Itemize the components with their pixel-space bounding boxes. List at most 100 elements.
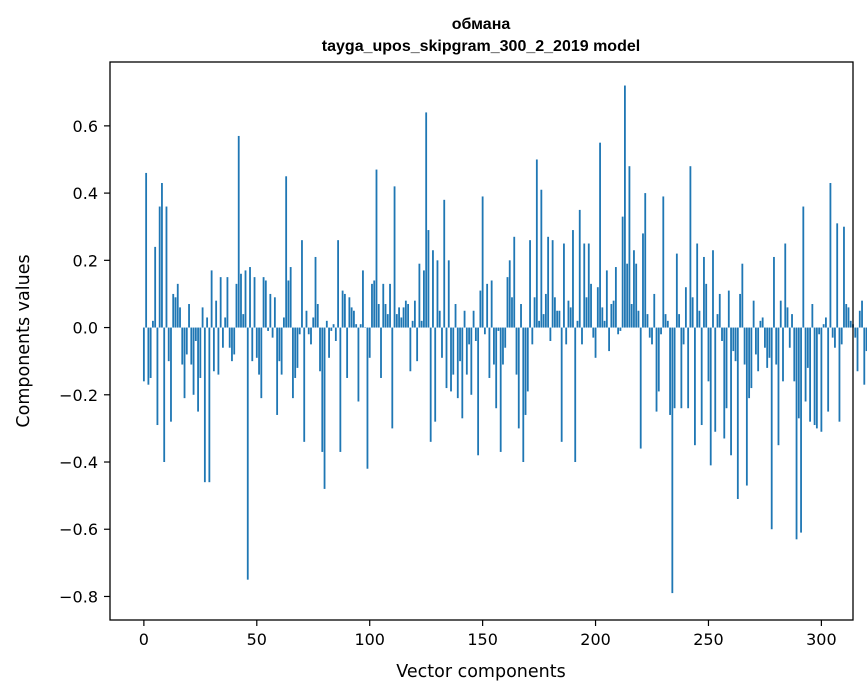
bar: [698, 310, 701, 328]
bar: [522, 327, 525, 463]
bar: [483, 327, 486, 335]
bar: [305, 310, 308, 328]
bar: [176, 283, 179, 328]
bar: [531, 327, 534, 345]
bar: [745, 327, 748, 486]
bar: [244, 270, 247, 328]
bar: [506, 277, 509, 328]
bar: [269, 293, 272, 328]
bar: [517, 327, 520, 429]
bar: [732, 327, 735, 352]
bar: [533, 297, 536, 328]
bar: [820, 327, 823, 432]
bar: [427, 230, 430, 328]
bar: [777, 327, 780, 446]
bar: [307, 327, 310, 335]
bar: [782, 327, 784, 382]
bar: [163, 327, 166, 463]
bar: [741, 263, 744, 328]
bar: [215, 300, 218, 328]
bar: [608, 327, 610, 352]
bar: [768, 327, 771, 358]
bar: [578, 209, 581, 328]
bar: [380, 327, 382, 378]
bar: [418, 263, 421, 328]
bar: [700, 327, 703, 426]
bar: [147, 327, 150, 385]
x-tick-label: 300: [806, 630, 837, 649]
bar: [197, 327, 199, 412]
bar: [400, 317, 403, 328]
bar: [350, 307, 353, 328]
bar: [551, 240, 554, 328]
bar: [429, 327, 432, 442]
bar: [558, 310, 561, 328]
bar: [409, 327, 412, 372]
bar: [152, 320, 154, 328]
bar: [806, 327, 809, 368]
bar: [411, 320, 414, 328]
bar: [454, 304, 457, 328]
x-axis-label: Vector components: [396, 662, 565, 682]
bar: [185, 327, 188, 355]
bar: [581, 327, 583, 345]
bar: [775, 327, 778, 365]
bar: [145, 172, 148, 328]
bar: [610, 304, 613, 328]
bar: [669, 327, 671, 415]
bar: [208, 327, 211, 483]
bar: [784, 243, 787, 328]
bar: [292, 327, 294, 399]
bar: [222, 327, 224, 348]
bar: [648, 327, 651, 338]
bar: [754, 327, 757, 355]
bar: [495, 327, 498, 409]
bar: [203, 327, 206, 483]
bar: [635, 263, 638, 328]
x-axis-ticks: 0 50 100 150 200 250 300: [139, 620, 837, 649]
y-axis-label: Components values: [14, 254, 34, 427]
bar: [515, 327, 518, 375]
bar: [343, 293, 346, 328]
bar: [233, 327, 236, 355]
bar: [642, 233, 644, 328]
bar: [547, 236, 550, 328]
bar: [413, 300, 416, 328]
bar: [863, 327, 866, 385]
bar: [226, 277, 229, 328]
bar: [612, 300, 615, 328]
bar: [192, 327, 195, 395]
bar: [165, 206, 168, 328]
bar: [682, 327, 685, 345]
bar: [398, 307, 400, 328]
bar: [572, 230, 574, 328]
bar: [739, 293, 741, 328]
bar: [477, 327, 480, 456]
bar: [540, 189, 543, 328]
bar: [535, 159, 538, 328]
bar: [260, 327, 263, 399]
bar: [212, 327, 215, 372]
bar: [271, 327, 274, 338]
bar: [504, 327, 507, 348]
bar: [357, 327, 360, 402]
bar: [585, 297, 588, 328]
bar: [499, 327, 502, 452]
bar: [158, 206, 161, 328]
bar: [800, 327, 802, 533]
bar: [346, 327, 349, 378]
bar: [502, 327, 504, 365]
bar: [605, 270, 608, 328]
bar: [486, 283, 489, 328]
bar: [707, 327, 710, 382]
bar: [831, 327, 834, 338]
bar: [371, 283, 373, 328]
y-axis-ticks: −0.8 −0.6 −0.4 −0.2 0.0 0.2 0.4 0.6: [59, 117, 110, 606]
bar: [280, 327, 283, 375]
x-tick-label: 250: [693, 630, 724, 649]
bar: [348, 297, 351, 328]
bar: [727, 290, 730, 328]
bar: [750, 327, 753, 389]
y-tick-label: 0.2: [73, 251, 98, 270]
